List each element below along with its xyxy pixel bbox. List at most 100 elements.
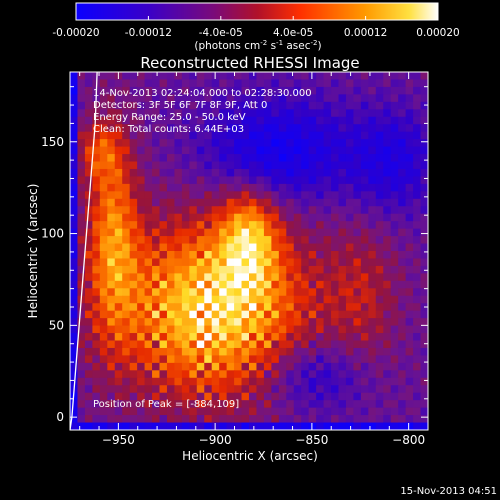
heatmap-cell <box>368 191 377 200</box>
heatmap-cell <box>70 251 78 259</box>
heatmap-cell <box>174 146 183 155</box>
heatmap-cell <box>293 243 302 252</box>
heatmap-cell <box>323 146 332 155</box>
heatmap-cell <box>420 258 428 267</box>
heatmap-cell <box>345 183 354 192</box>
heatmap-cell <box>84 79 93 88</box>
heatmap-cell <box>77 168 86 177</box>
heatmap-cell <box>331 347 339 356</box>
heatmap-cell <box>234 310 243 319</box>
heatmap-cell <box>249 407 257 416</box>
heatmap-cell <box>398 191 407 200</box>
heatmap-cell <box>405 124 414 133</box>
heatmap-cell <box>390 385 399 394</box>
heatmap-cell <box>92 303 101 312</box>
heatmap-cell <box>122 228 131 237</box>
heatmap-cell <box>219 124 228 133</box>
heatmap-cell <box>353 176 362 185</box>
heatmap-cell <box>152 228 160 237</box>
heatmap-cell <box>293 116 302 125</box>
heatmap-cell <box>293 273 302 282</box>
heatmap-cell <box>390 318 399 327</box>
heatmap-cell <box>129 265 138 274</box>
heatmap-cell <box>234 154 243 162</box>
heatmap-cell <box>152 139 160 148</box>
heatmap-cell <box>107 355 116 364</box>
heatmap-cell <box>293 221 302 230</box>
heatmap-cell <box>219 183 228 192</box>
heatmap-cell <box>375 362 384 371</box>
heatmap-cell <box>293 139 302 148</box>
heatmap-cell <box>204 72 213 80</box>
heatmap-cell <box>271 377 280 386</box>
heatmap-cell <box>204 377 213 386</box>
heatmap-cell <box>166 258 175 267</box>
heatmap-cell <box>293 303 302 312</box>
heatmap-cell <box>166 109 175 118</box>
heatmap-cell <box>249 273 257 282</box>
heatmap-cell <box>189 310 198 319</box>
heatmap-cell <box>129 392 138 401</box>
heatmap-cell <box>398 176 407 185</box>
heatmap-cell <box>226 206 235 215</box>
heatmap-cell <box>77 116 86 125</box>
heatmap-cell <box>368 415 377 424</box>
heatmap-cell <box>92 310 101 319</box>
heatmap-cell <box>398 273 407 282</box>
heatmap-cell <box>338 280 347 289</box>
heatmap-cell <box>92 288 101 297</box>
heatmap-cell <box>345 355 354 364</box>
heatmap-cell <box>368 340 377 349</box>
heatmap-cell <box>331 377 339 386</box>
heatmap-cell <box>316 407 325 416</box>
heatmap-cell <box>189 333 198 341</box>
heatmap-cell <box>129 236 138 245</box>
heatmap-cell <box>226 228 235 237</box>
heatmap-cell <box>144 385 153 394</box>
heatmap-cell <box>249 124 257 133</box>
heatmap-cell <box>189 318 198 327</box>
heatmap-cell <box>189 79 198 88</box>
heatmap-cell <box>301 258 310 267</box>
heatmap-cell <box>256 370 265 379</box>
heatmap-cell <box>256 168 265 177</box>
heatmap-cell <box>189 213 198 222</box>
heatmap-cell <box>152 385 160 394</box>
heatmap-cell <box>390 325 399 334</box>
heatmap-cell <box>405 139 414 148</box>
heatmap-cell <box>398 303 407 312</box>
heatmap-cell <box>234 333 243 341</box>
heatmap-cell <box>383 415 392 424</box>
heatmap-cell <box>166 385 175 394</box>
heatmap-cell <box>413 288 422 297</box>
heatmap-cell <box>226 340 235 349</box>
heatmap-cell <box>323 251 332 259</box>
heatmap-cell <box>405 303 414 312</box>
heatmap-cell <box>204 340 213 349</box>
heatmap-cell <box>331 370 339 379</box>
heatmap-cell <box>360 161 369 170</box>
heatmap-cell <box>204 273 213 282</box>
heatmap-cell <box>256 333 265 341</box>
heatmap-cell <box>122 139 131 148</box>
heatmap-cell <box>263 392 272 401</box>
heatmap-cell <box>129 116 138 125</box>
heatmap-cell <box>241 124 250 133</box>
heatmap-cell <box>331 303 339 312</box>
heatmap-cell <box>99 310 108 319</box>
heatmap-cell <box>92 213 101 222</box>
heatmap-cell <box>383 183 392 192</box>
heatmap-cell <box>122 221 131 230</box>
heatmap-cell <box>196 94 205 103</box>
heatmap-cell <box>293 94 302 103</box>
heatmap-cell <box>331 183 339 192</box>
heatmap-cell <box>211 355 220 364</box>
heatmap-cell <box>398 251 407 259</box>
heatmap-cell <box>331 198 339 207</box>
heatmap-cell <box>99 377 108 386</box>
heatmap-cell <box>375 191 384 200</box>
heatmap-cell <box>70 377 78 386</box>
heatmap-cell <box>249 191 257 200</box>
heatmap-cell <box>420 86 428 95</box>
heatmap-cell <box>166 116 175 125</box>
